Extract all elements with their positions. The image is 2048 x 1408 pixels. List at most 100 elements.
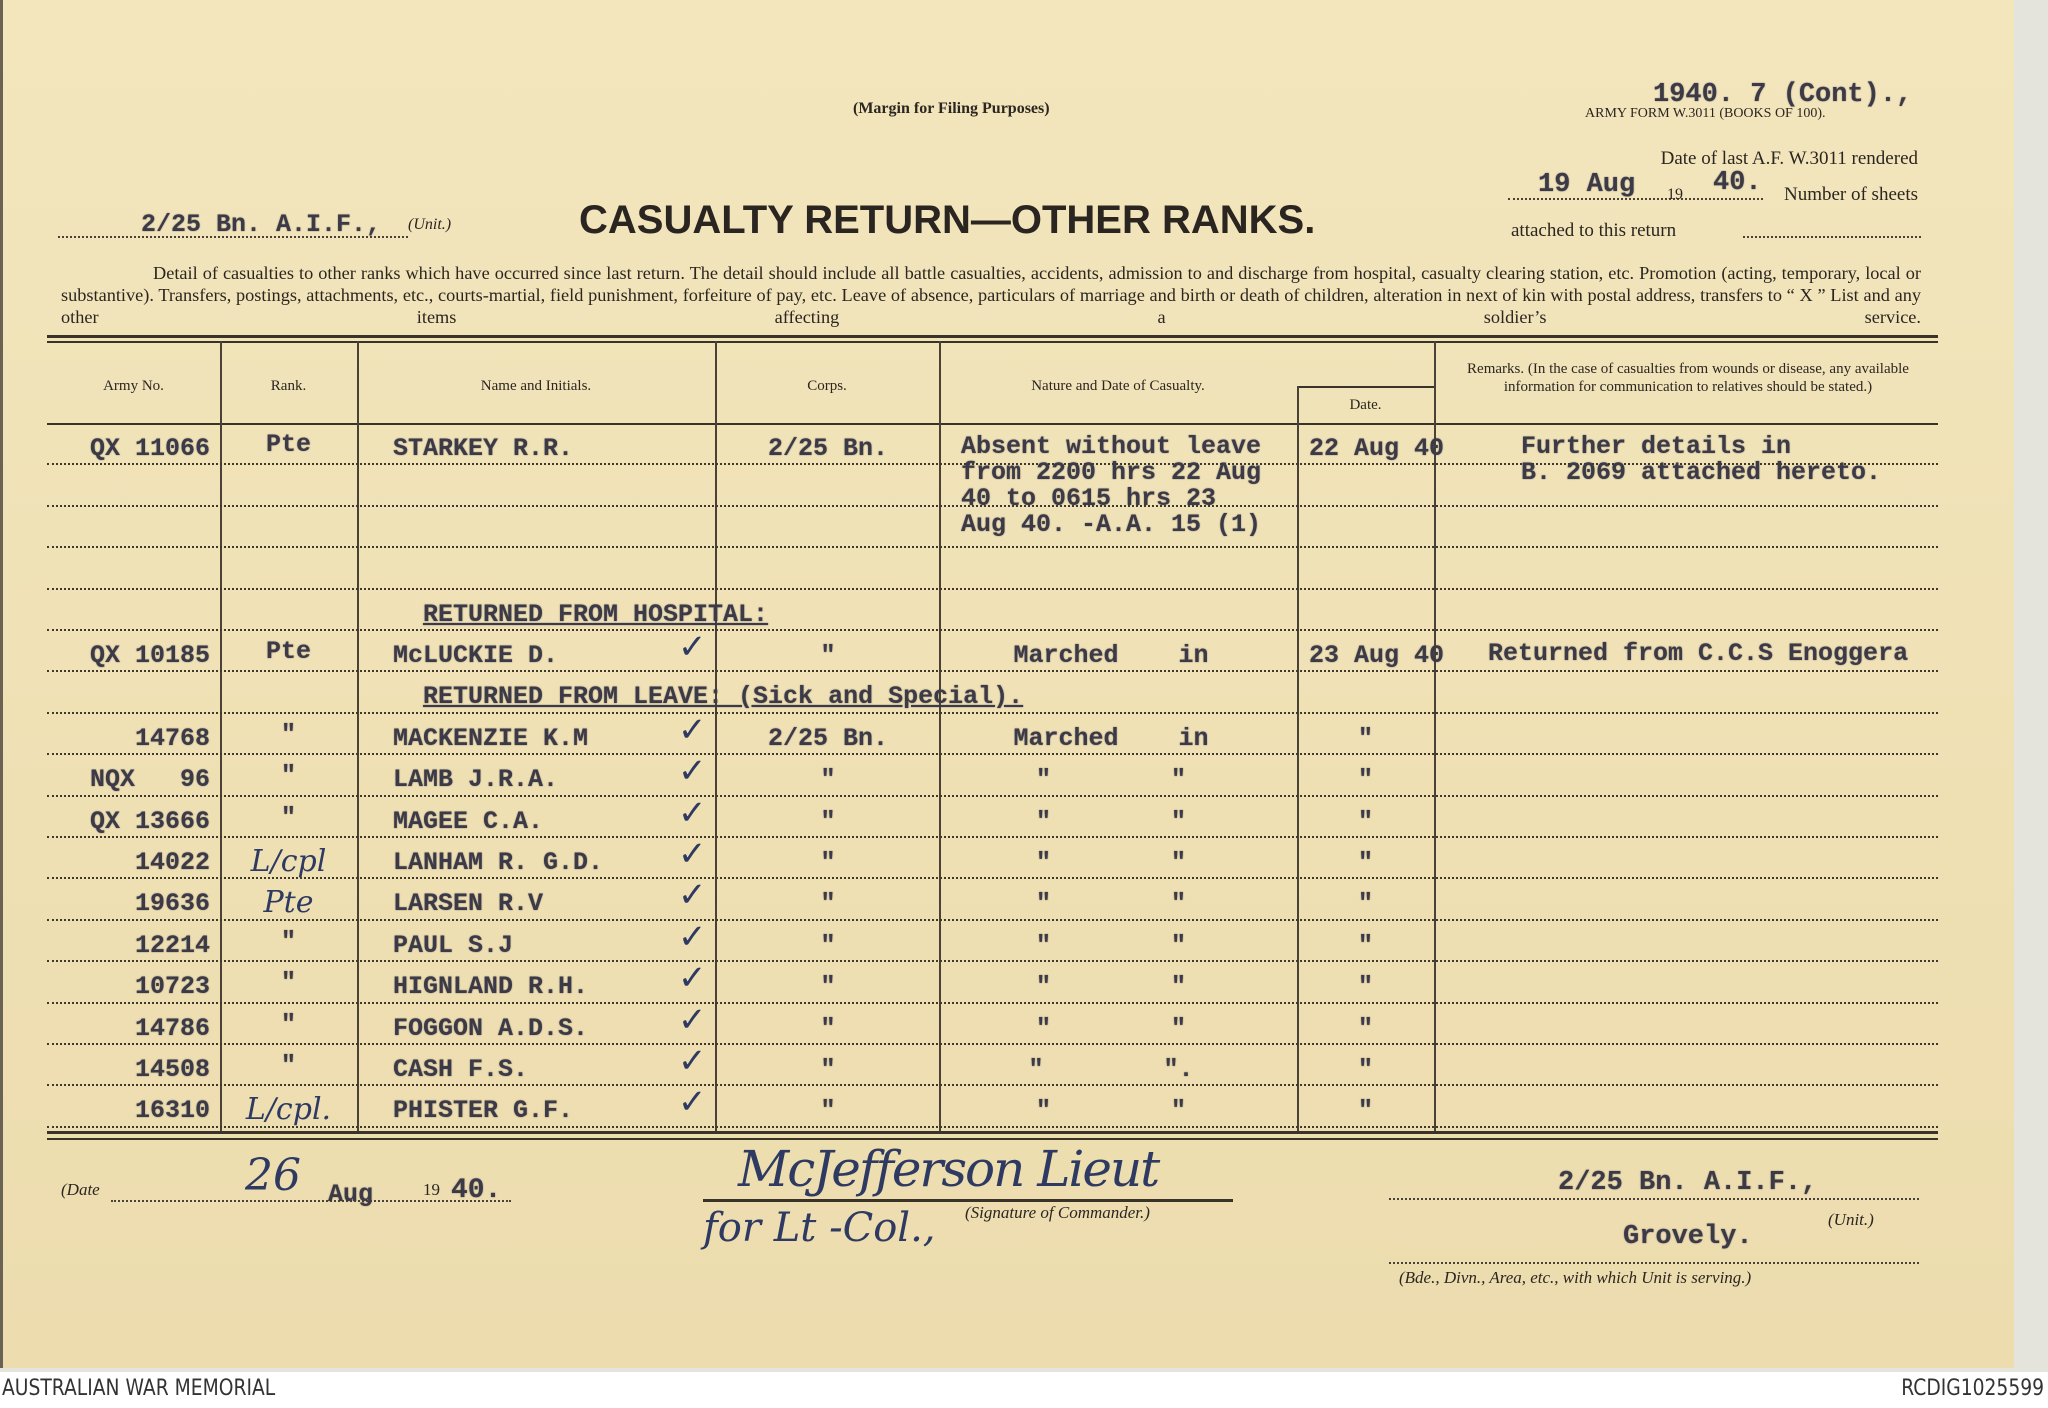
name-initials: HIGNLAND R.H.	[393, 972, 589, 1002]
army-number: QX 10185	[89, 641, 210, 670]
casualty-date: "	[1357, 930, 1373, 960]
name-initials: FOGGON A.D.S.	[393, 1013, 589, 1043]
row-divider	[47, 877, 1938, 880]
army-number: 16310	[134, 1096, 210, 1126]
footer-date-label: (Date	[61, 1180, 100, 1199]
row-divider	[47, 711, 1938, 714]
rank: L/cpl	[250, 844, 327, 879]
army-number: QX 13666	[89, 806, 210, 836]
corps: 2/25 Bn.	[767, 723, 889, 753]
checkmark-icon: ✓	[678, 834, 707, 874]
army-number: 14768	[134, 723, 210, 753]
checkmark-icon: ✓	[678, 1041, 707, 1081]
rank: "	[280, 926, 296, 956]
nature-of-casualty: Absent without leave from 2200 hrs 22 Au…	[961, 432, 1262, 539]
nature-of-casualty: " "	[1035, 972, 1187, 1002]
row-divider	[47, 463, 1938, 466]
checkmark-icon: ✓	[678, 875, 707, 916]
nature-of-casualty: " "	[1035, 1096, 1187, 1126]
rank: "	[280, 968, 296, 998]
remarks: Further details in B. 2069 attached here…	[1521, 432, 1882, 487]
army-number: 12214	[134, 930, 210, 960]
last-rendered-year-prefix: 19	[1667, 186, 1683, 203]
rank: "	[280, 761, 296, 791]
page-title: CASUALTY RETURN—OTHER RANKS.	[579, 198, 1316, 242]
column-header-corps: Corps.	[807, 378, 847, 394]
footer-date-month: Aug	[328, 1180, 374, 1209]
rank: Pte	[265, 430, 311, 459]
row-divider	[47, 629, 1938, 631]
footer-unit-label: (Unit.)	[1828, 1210, 1874, 1229]
checkmark-icon: ✓	[678, 916, 707, 957]
column-header-nature: Nature and Date of Casualty.	[1031, 378, 1205, 394]
name-initials: CASH F.S.	[393, 1055, 529, 1084]
corps: "	[820, 972, 836, 1002]
nature-of-casualty: " "	[1035, 765, 1187, 795]
casualty-date: "	[1357, 1013, 1373, 1043]
name-initials: PHISTER G.F.	[393, 1096, 574, 1126]
footer-area-value: Grovely.	[1623, 1222, 1753, 1252]
row-divider	[47, 1125, 1938, 1128]
rank: "	[280, 719, 296, 749]
casualty-date: "	[1357, 723, 1373, 753]
rank: Pte	[263, 885, 314, 921]
checkmark-icon: ✓	[678, 751, 707, 792]
row-divider	[47, 546, 1938, 549]
corps: "	[820, 1013, 836, 1043]
checkmark-icon: ✓	[678, 999, 707, 1040]
archive-caption: AUSTRALIAN WAR MEMORIAL	[2, 1376, 276, 1401]
footer-date-day: 26	[245, 1150, 301, 1201]
name-initials: STARKEY R.R.	[393, 434, 574, 463]
casualty-date: "	[1357, 1055, 1373, 1084]
column-header-remarks: Remarks. (In the case of casualties from…	[1467, 361, 1909, 395]
nature-of-casualty: " "	[1035, 806, 1187, 836]
nature-of-casualty: Marched in	[1013, 641, 1209, 670]
casualty-date: "	[1357, 889, 1373, 919]
corps: "	[820, 765, 836, 795]
checkmark-icon: ✓	[678, 792, 707, 833]
rank: "	[280, 802, 296, 832]
checkmark-icon: ✓	[678, 709, 707, 750]
row-divider	[47, 960, 1938, 963]
nature-of-casualty: " "	[1035, 889, 1187, 919]
corps: "	[820, 806, 836, 836]
unit-label: (Unit.)	[408, 216, 452, 233]
casualty-date: 22 Aug 40	[1309, 434, 1445, 463]
casualty-date: "	[1357, 765, 1373, 795]
reference-number: 1940. 7 (Cont).,	[1653, 80, 1913, 110]
corps: "	[820, 1096, 836, 1126]
rank: "	[280, 1009, 296, 1039]
row-divider	[47, 1001, 1938, 1004]
name-initials: McLUCKIE D.	[393, 641, 559, 670]
name-initials: MACKENZIE K.M	[393, 723, 589, 753]
nature-of-casualty: " ".	[1028, 1055, 1194, 1084]
army-number: 14786	[134, 1013, 210, 1043]
row-divider	[47, 794, 1938, 797]
footer-year-prefix: 19	[423, 1180, 440, 1199]
checkmark-icon: ✓	[678, 958, 707, 999]
last-rendered-label: Date of last A.F. W.3011 rendered	[1660, 148, 1918, 169]
attached-label: attached to this return	[1511, 220, 1677, 241]
sheets-label: Number of sheets	[1783, 184, 1918, 205]
rank: L/cpl.	[245, 1092, 332, 1128]
casualty-date: "	[1357, 806, 1373, 836]
footer-date-year: 40.	[451, 1175, 502, 1206]
casualty-return-form: (Margin for Filing Purposes) 1940. 7 (Co…	[0, 0, 2014, 1368]
archive-id: RCDIG1025599	[1901, 1376, 2044, 1401]
last-rendered-day: 19 Aug	[1538, 170, 1636, 200]
army-number: 14508	[134, 1055, 210, 1084]
corps: 2/25 Bn.	[767, 434, 889, 463]
name-initials: PAUL S.J	[393, 930, 514, 960]
footer-area-label: (Bde., Divn., Area, etc., with which Uni…	[1399, 1268, 1752, 1287]
signature-label: (Signature of Commander.)	[965, 1203, 1150, 1222]
column-header-name: Name and Initials.	[480, 378, 592, 394]
column-header-rank: Rank.	[270, 378, 307, 394]
remarks: Returned from C.C.S Enoggera	[1488, 639, 1909, 668]
nature-of-casualty: Marched in	[1013, 723, 1209, 753]
row-divider	[47, 753, 1938, 756]
commander-signature: McJefferson Lieut	[738, 1140, 1160, 1198]
casualty-date: 23 Aug 40	[1309, 641, 1445, 670]
nature-of-casualty: " "	[1035, 1013, 1187, 1043]
casualty-date: "	[1357, 1096, 1373, 1126]
checkmark-icon: ✓	[678, 1082, 707, 1123]
